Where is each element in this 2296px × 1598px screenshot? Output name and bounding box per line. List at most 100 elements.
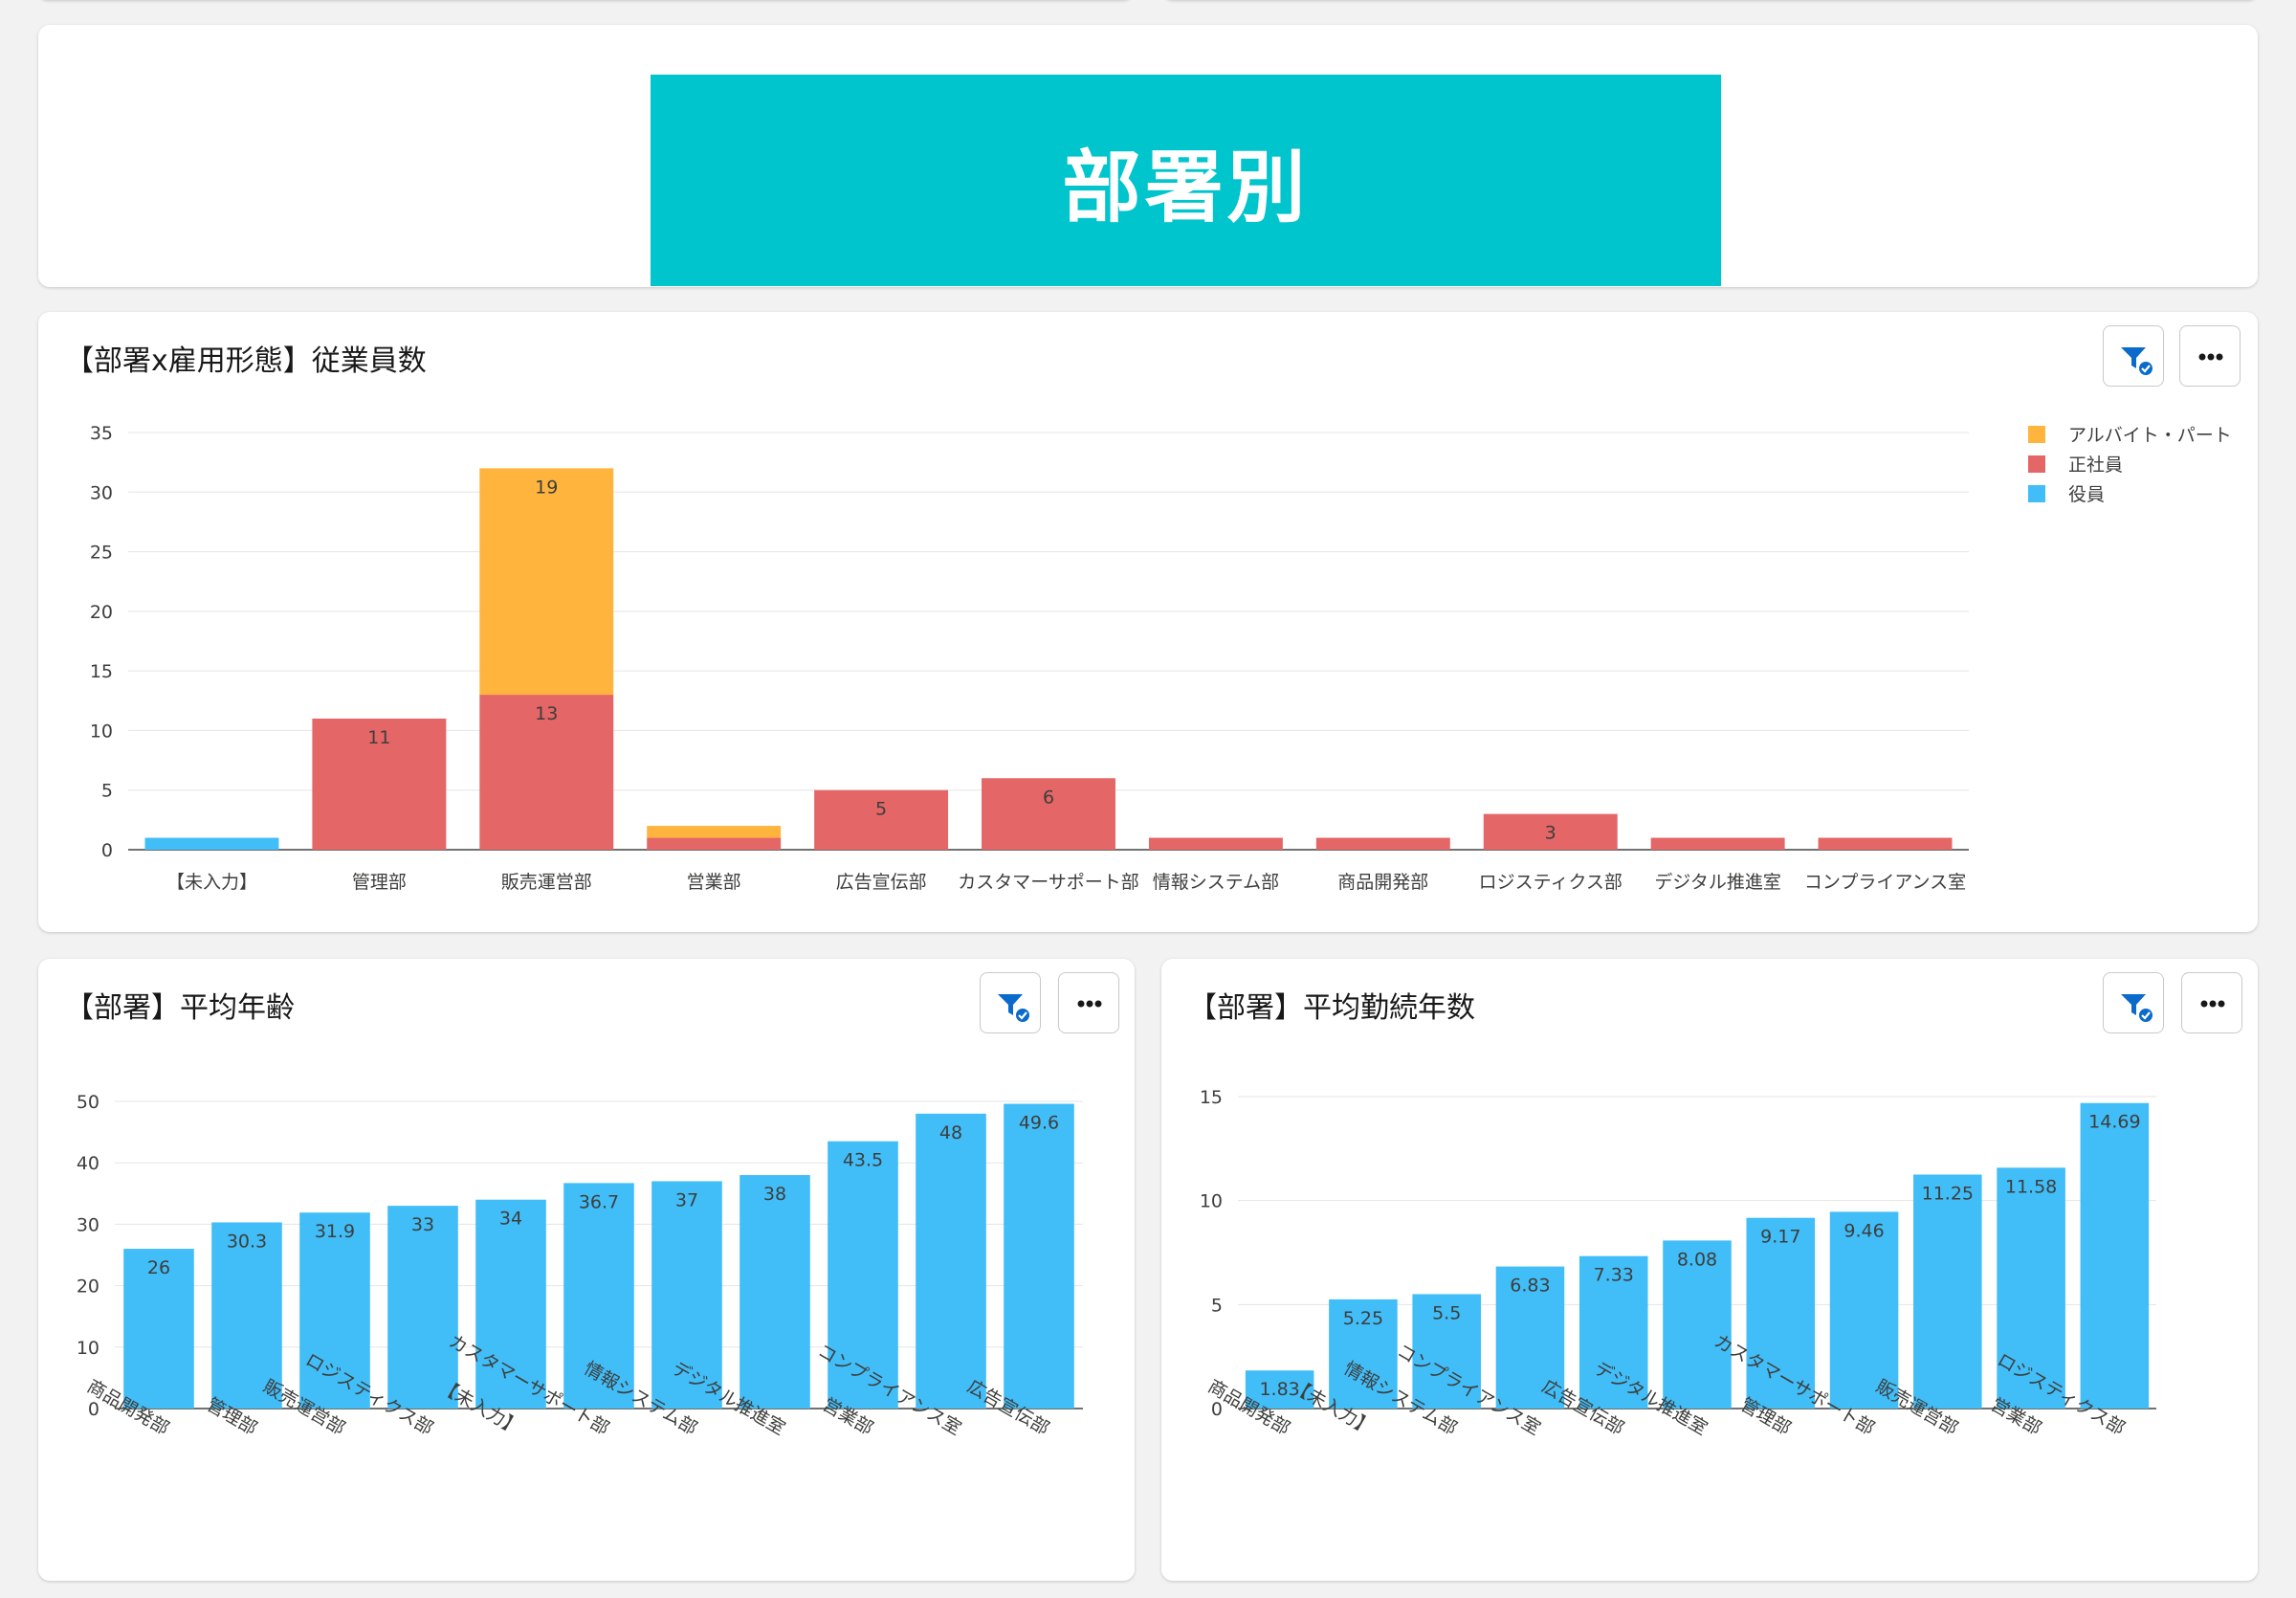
y-tick-label: 50 xyxy=(77,1092,99,1113)
employees-chart-card: 【部署x雇用形態】従業員数 0 5 10 15 20 25 30 35 【未入力】 11 管理部 13… xyxy=(38,312,2258,932)
bar xyxy=(1913,1174,1982,1409)
bar xyxy=(1578,1255,1648,1409)
y-tick-label: 30 xyxy=(90,482,113,503)
bar xyxy=(211,1222,282,1409)
filter-button[interactable] xyxy=(2103,325,2164,387)
y-tick-label: 30 xyxy=(77,1214,99,1235)
bar xyxy=(1663,1240,1732,1409)
bar xyxy=(387,1206,458,1409)
bar xyxy=(1495,1266,1565,1409)
y-tick-label: 15 xyxy=(1200,1087,1223,1108)
legend-swatch xyxy=(2028,426,2045,443)
filter-button[interactable] xyxy=(980,972,1041,1033)
data-label: 6 xyxy=(1043,787,1054,808)
more-options-button[interactable] xyxy=(1058,972,1119,1033)
bar xyxy=(1650,837,1785,850)
x-tick-label: 営業部 xyxy=(687,872,741,893)
more-options-icon xyxy=(1077,1000,1102,1008)
y-tick-label: 10 xyxy=(90,721,113,742)
bar xyxy=(479,468,614,696)
bar xyxy=(647,826,782,838)
bar xyxy=(814,789,949,850)
data-label: 11 xyxy=(367,727,390,748)
bar xyxy=(123,1249,194,1409)
legend-label: 正社員 xyxy=(2068,455,2123,476)
bar xyxy=(299,1212,370,1409)
y-tick-label: 5 xyxy=(1211,1295,1223,1316)
filter-check-icon xyxy=(2121,347,2154,377)
bar xyxy=(740,1175,810,1409)
chart-title: 【部署x雇用形態】従業員数 xyxy=(65,344,427,378)
data-label: 9.17 xyxy=(1760,1227,1800,1248)
age-chart-card: 【部署】平均年齢 0 10 20 30 40 50 26 商品開発部 30.3 管理部 31.9 販売… xyxy=(38,959,1135,1581)
bar xyxy=(1829,1211,1899,1409)
y-tick-label: 40 xyxy=(77,1153,99,1174)
y-tick-label: 10 xyxy=(77,1338,99,1359)
bar xyxy=(1329,1298,1398,1409)
x-tick-label: 広告宣伝部 xyxy=(836,872,927,893)
data-label: 5.25 xyxy=(1343,1308,1383,1329)
x-tick-label: 販売運営部 xyxy=(501,872,592,893)
y-tick-label: 5 xyxy=(101,781,113,802)
bar xyxy=(1412,1294,1481,1409)
employees-chart: 0 5 10 15 20 25 30 35 【未入力】 11 管理部 13 19 販売運営部 営業部 5 広告宣… xyxy=(90,423,2232,893)
more-options-button[interactable] xyxy=(2181,972,2242,1033)
data-label: 9.46 xyxy=(1843,1220,1884,1241)
legend-swatch xyxy=(2028,455,2045,473)
y-tick-label: 20 xyxy=(90,602,113,623)
section-banner: 部署別 xyxy=(651,75,1721,286)
data-label: 19 xyxy=(535,477,558,498)
tenure-chart-card: 【部署】平均勤続年数 0 5 10 15 1.83 商品開発部 5.25 【未入力】 5.5 情報… xyxy=(1161,959,2258,1581)
chart-title: 【部署】平均勤続年数 xyxy=(1188,991,1475,1025)
data-label: 11.25 xyxy=(1922,1184,1974,1205)
x-tick-label: コンプライアンス室 xyxy=(1804,872,1966,893)
y-tick-label: 25 xyxy=(90,543,113,564)
x-tick-label: ロジスティクス部 xyxy=(1479,872,1623,893)
bar xyxy=(312,718,447,850)
bar xyxy=(475,1199,546,1409)
x-tick-label: デジタル推進室 xyxy=(1654,872,1781,893)
filter-button[interactable] xyxy=(2103,972,2164,1033)
x-tick-label: 情報システム部 xyxy=(1153,872,1279,893)
data-label: 5.5 xyxy=(1432,1302,1461,1323)
bar xyxy=(1148,837,1283,850)
data-label: 33 xyxy=(411,1214,434,1235)
data-label: 7.33 xyxy=(1594,1265,1634,1286)
bar xyxy=(651,1181,722,1409)
more-options-icon xyxy=(2198,353,2223,361)
bar xyxy=(1245,1370,1314,1409)
legend-swatch xyxy=(2028,485,2045,502)
data-label: 43.5 xyxy=(843,1150,883,1171)
data-label: 31.9 xyxy=(315,1221,355,1242)
bar xyxy=(916,1113,986,1409)
y-tick-label: 0 xyxy=(101,840,113,861)
data-label: 36.7 xyxy=(579,1191,619,1212)
bar xyxy=(828,1141,898,1409)
more-options-button[interactable] xyxy=(2179,325,2241,387)
y-tick-label: 10 xyxy=(1200,1191,1223,1212)
filter-check-icon xyxy=(2121,994,2154,1024)
bar xyxy=(1004,1103,1074,1409)
x-tick-label: 【未入力】 xyxy=(166,872,257,893)
data-label: 34 xyxy=(499,1209,522,1230)
tenure-chart: 0510151.83商品開発部5.25【未入力】5.5情報システム部6.83コン… xyxy=(1200,1087,2156,1439)
y-tick-label: 35 xyxy=(90,423,113,444)
data-label: 11.58 xyxy=(2005,1176,2057,1197)
y-tick-label: 0 xyxy=(88,1399,99,1420)
legend-label: アルバイト・パート xyxy=(2068,425,2232,446)
bar xyxy=(1746,1217,1816,1409)
bar xyxy=(144,837,279,850)
data-label: 26 xyxy=(147,1257,170,1278)
banner-card: 部署別 xyxy=(38,25,2258,287)
bar xyxy=(1818,837,1953,850)
data-label: 30.3 xyxy=(227,1231,267,1252)
data-label: 48 xyxy=(939,1122,962,1143)
bar xyxy=(563,1183,634,1409)
more-options-icon xyxy=(2200,1000,2225,1008)
data-label: 3 xyxy=(1545,823,1556,844)
y-tick-label: 0 xyxy=(1211,1399,1223,1420)
bar xyxy=(1483,813,1618,850)
data-label: 13 xyxy=(535,703,558,724)
x-tick-label: カスタマーサポート部 xyxy=(958,872,1139,893)
bar xyxy=(479,695,614,850)
